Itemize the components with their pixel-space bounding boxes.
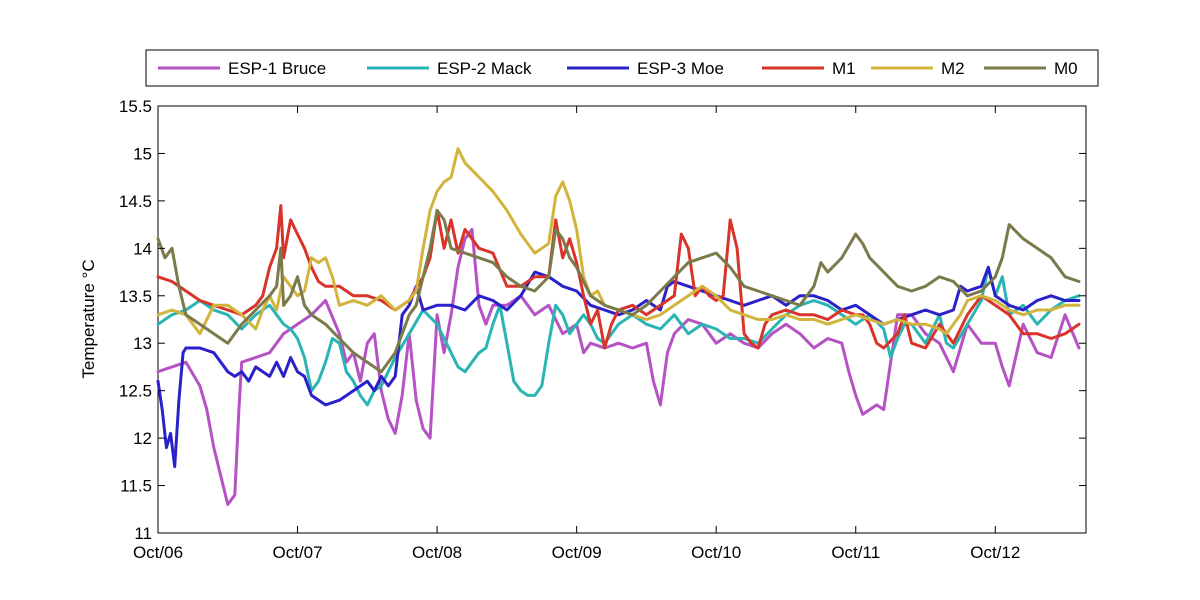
plot-frame xyxy=(157,105,1087,534)
legend: ESP-1 Bruce ESP-2 Mack ESP-3 Moe M1 M2 M0 xyxy=(145,49,1099,87)
x-tick-label: Oct/12 xyxy=(970,543,1020,562)
y-tick-label: 13.5 xyxy=(119,287,152,306)
series-line-4 xyxy=(156,204,1081,350)
y-tick-label: 14 xyxy=(133,239,152,258)
series-line-6 xyxy=(156,208,1081,374)
legend-label-1: ESP-1 Bruce xyxy=(228,59,326,78)
y-tick-label: 14.5 xyxy=(119,192,152,211)
series-line-1 xyxy=(156,227,1081,506)
plot-area: Oct/06 Oct/07 Oct/08 Oct/09 Oct/10 Oct/11 Oct/… xyxy=(119,97,1087,562)
legend-label-4: M1 xyxy=(832,59,856,78)
x-tick-label: Oct/10 xyxy=(691,543,741,562)
y-tick-label: 11 xyxy=(134,524,152,543)
legend-label-5: M2 xyxy=(941,59,965,78)
y-axis-label: Temperature °C xyxy=(79,259,98,378)
y-tick-label: 15 xyxy=(133,144,152,163)
x-tick-label: Oct/06 xyxy=(133,543,183,562)
x-tick-label: Oct/11 xyxy=(831,543,880,562)
x-tick-label: Oct/09 xyxy=(552,543,602,562)
series-line-3 xyxy=(156,265,1081,469)
legend-label-2: ESP-2 Mack xyxy=(437,59,532,78)
legend-label-6: M0 xyxy=(1054,59,1078,78)
y-tick-label: 12 xyxy=(133,429,152,448)
legend-label-3: ESP-3 Moe xyxy=(637,59,724,78)
x-tick-label: Oct/07 xyxy=(273,543,323,562)
y-tick-label: 15.5 xyxy=(119,97,152,116)
series-line-2 xyxy=(156,265,1081,407)
y-tick-label: 12.5 xyxy=(119,382,152,401)
y-tick-label: 13 xyxy=(133,334,152,353)
x-tick-label: Oct/08 xyxy=(412,543,462,562)
y-tick-label: 11.5 xyxy=(120,477,152,496)
